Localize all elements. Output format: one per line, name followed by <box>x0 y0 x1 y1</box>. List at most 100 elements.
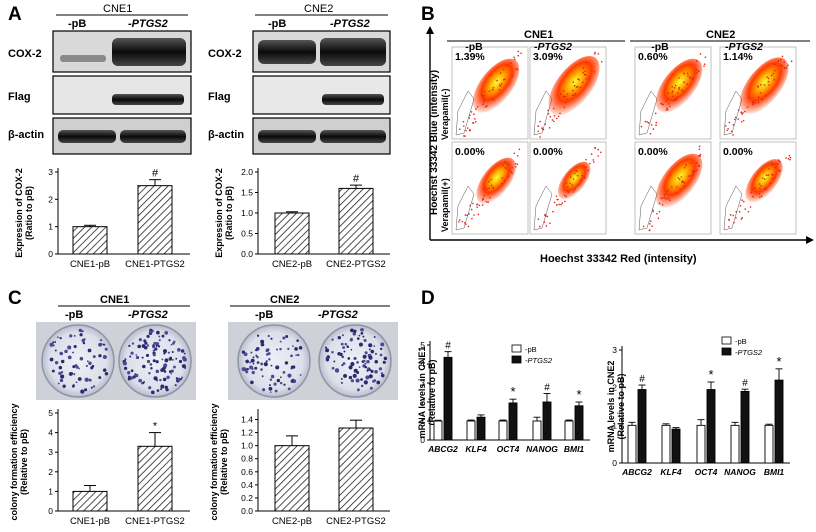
flow-event-dot <box>684 166 686 169</box>
colony-dot <box>354 329 357 332</box>
flow-event-dot <box>667 92 670 95</box>
colony-dot <box>356 361 359 364</box>
colony-dot <box>177 377 181 382</box>
flow-event-dot <box>463 222 466 224</box>
flow-event-dot <box>676 92 679 94</box>
x-tick-label: OCT4 <box>695 467 718 477</box>
colony-dot <box>175 377 179 380</box>
flow-event-dot <box>466 127 469 129</box>
flow-event-dot <box>773 63 776 66</box>
colony-dot <box>260 368 263 371</box>
flow-event-dot <box>649 223 651 225</box>
lane-label: -pB <box>68 18 86 30</box>
colony-dot <box>270 374 275 379</box>
colony-dot <box>90 366 94 370</box>
colony-dot <box>100 343 103 346</box>
colony-dot <box>130 351 134 355</box>
blot-group-label: CNE2 <box>304 3 333 15</box>
flow-event-dot <box>511 172 513 174</box>
significance-mark: # <box>544 382 550 393</box>
colony-dot <box>346 345 350 348</box>
flow-event-dot <box>537 130 539 133</box>
colony-dot <box>292 345 294 348</box>
blot-group-label: CNE1 <box>103 3 132 15</box>
colony-dot <box>90 386 93 389</box>
flow-event-dot <box>481 94 484 97</box>
flow-event-dot <box>741 217 744 219</box>
flow-event-dot <box>759 196 761 199</box>
flow-event-dot <box>474 120 477 123</box>
flow-event-dot <box>558 203 561 206</box>
colony-dot <box>92 385 96 388</box>
y-axis-label: mRNA levels in CNE1 <box>417 347 427 439</box>
flow-event-dot <box>767 80 770 83</box>
flow-event-dot <box>559 112 561 115</box>
flow-event-dot <box>492 86 495 89</box>
colony-dot <box>348 375 353 380</box>
colony-dot <box>370 349 375 354</box>
colony-dot <box>340 342 344 346</box>
flow-event-dot <box>465 129 467 132</box>
colony-dot <box>145 353 150 357</box>
x-tick-label: ABCG2 <box>621 467 652 477</box>
colony-dot <box>363 339 367 343</box>
bar-chart-a-left: 0 1 2 3 Expression of COX-2 (Ratio to pB) CNE1… <box>14 167 190 270</box>
flow-event-dot <box>753 187 756 189</box>
y-tick-label: 1.5 <box>241 188 253 198</box>
panel-letter-a: A <box>8 4 22 25</box>
flow-event-dot <box>537 125 540 128</box>
flow-event-dot <box>732 134 734 136</box>
flow-event-dot <box>760 184 762 187</box>
flow-event-dot <box>727 127 729 130</box>
bar <box>338 187 374 255</box>
dish-group-label: CNE2 <box>270 294 299 306</box>
colony-dot <box>131 342 135 345</box>
flow-event-dot <box>780 64 782 67</box>
flow-event-dot <box>752 102 755 104</box>
colony-dot <box>342 346 346 349</box>
flow-event-dot <box>689 76 692 79</box>
flow-event-dot <box>490 178 493 181</box>
colony-dot <box>73 335 76 337</box>
flow-event-dot <box>478 204 481 207</box>
colony-dot <box>365 375 370 380</box>
flow-event-dot <box>733 118 736 121</box>
flow-event-dot <box>678 77 680 79</box>
colony-dot <box>75 381 78 384</box>
colony-dot <box>155 360 159 364</box>
colony-dot <box>250 380 254 385</box>
flow-event-dot <box>588 78 591 80</box>
flow-event-dot <box>741 113 743 115</box>
flow-sp-gate <box>723 90 743 136</box>
x-tick-label: BMI1 <box>764 467 785 477</box>
blot-band <box>258 40 316 64</box>
bar <box>764 424 774 464</box>
flow-column-label: -PTGS2 <box>725 41 763 53</box>
flow-event-dot <box>563 194 566 197</box>
flow-event-dot <box>772 72 775 75</box>
flow-column-label: -PTGS2 <box>534 41 572 53</box>
colony-dot <box>51 369 55 373</box>
colony-dot <box>102 355 107 360</box>
flow-event-dot <box>569 182 571 185</box>
flow-event-dot <box>691 78 694 81</box>
colony-dot <box>58 365 63 370</box>
flow-event-dot <box>779 170 781 173</box>
colony-dot <box>368 343 373 348</box>
flow-event-dot <box>485 200 488 203</box>
bar <box>706 389 716 464</box>
y-axis-label: Expression of COX-2 <box>14 168 24 258</box>
flow-event-dot <box>747 210 750 213</box>
flow-side-population-percent: 0.00% <box>533 146 563 158</box>
bar <box>137 445 173 512</box>
colony-dot <box>160 388 163 391</box>
colony-dot <box>60 359 65 364</box>
y-tick-label: 1.0 <box>241 208 253 218</box>
flow-event-dot <box>759 91 762 94</box>
flow-event-dot <box>781 55 784 58</box>
flow-event-dot <box>557 115 560 118</box>
colony-dot <box>62 384 66 388</box>
flow-event-dot <box>765 188 768 191</box>
flow-event-dot <box>740 111 743 113</box>
panel-b-flow: CNE1 CNE2 1.39% 3.09% 0.60% 1.14% 0.00% 0.00%… <box>426 26 814 265</box>
